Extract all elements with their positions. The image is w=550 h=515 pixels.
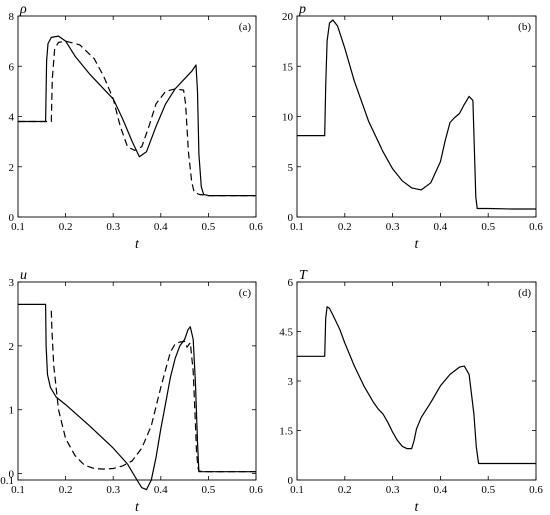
x-tick-label: 0.6: [249, 221, 263, 233]
x-tick-label: 0.6: [249, 484, 263, 496]
y-axis-label: ρ: [19, 2, 27, 17]
panel-label: (a): [239, 21, 252, 33]
y-tick-label: 20: [282, 11, 294, 23]
series-line-dashed: [50, 310, 256, 473]
panel-b-pressure: 0.1 0.2 0.3 0.4 0.5 0.6 0 5 10 15 20 t p (b): [282, 2, 543, 252]
x-tick-label: 0.5: [481, 484, 495, 496]
plot-frame: [17, 281, 257, 481]
x-tick-label: 0.1: [11, 484, 25, 496]
x-axis-label: t: [135, 500, 140, 515]
x-tick-label: 0.4: [434, 484, 448, 496]
series-line-solid: [18, 303, 256, 491]
y-tick-label: 6: [288, 277, 294, 289]
x-tick-label: 0.4: [154, 221, 168, 233]
series-line-dashed: [18, 40, 256, 197]
panel-label: (b): [518, 21, 531, 33]
y-tick-label: 0: [288, 212, 294, 224]
y-tick-label: 6: [9, 61, 15, 73]
y-tick-label: 2: [9, 341, 15, 353]
y-tick-label: 15: [282, 61, 294, 73]
x-tick-label: 0.2: [338, 221, 352, 233]
y-tick-label: 4: [9, 112, 15, 124]
x-tick-label: 0.3: [106, 221, 120, 233]
y-tick-label: 0: [9, 469, 15, 481]
y-tick-label: 1: [9, 405, 15, 417]
y-axis-label: p: [298, 2, 306, 17]
y-tick-label: 0: [9, 212, 15, 224]
x-axis-label: t: [135, 237, 140, 252]
x-tick-label: 0.5: [202, 484, 216, 496]
panel-d-temperature: 0.1 0.2 0.3 0.4 0.5 0.6 0 1.5 3 4.5 6 t T (d): [279, 268, 543, 515]
y-tick-label: 2: [9, 162, 15, 174]
x-tick-label: 0.5: [481, 221, 495, 233]
x-tick-label: 0.2: [59, 221, 73, 233]
x-tick-label: 0.6: [529, 484, 543, 496]
panel-label: (d): [518, 287, 531, 299]
y-tick-label: 3: [288, 376, 294, 388]
y-tick-label: 0: [288, 475, 294, 487]
y-axis-label: u: [20, 268, 27, 283]
panel-a-density: 0.1 0.2 0.3 0.4 0.5 0.6 0 2 4 6 8 t ρ (a): [9, 2, 264, 252]
panel-label: (c): [239, 287, 252, 299]
y-tick-label: 10: [282, 112, 294, 124]
x-axis-label: t: [415, 500, 420, 515]
x-tick-label: 0.5: [202, 221, 216, 233]
x-tick-label: 0.2: [338, 484, 352, 496]
y-tick-label: -0.1: [0, 475, 14, 487]
plot-frame: [296, 15, 537, 218]
plot-frame: [17, 15, 257, 218]
x-tick-label: 0.4: [154, 484, 168, 496]
x-tick-label: 0.2: [59, 484, 73, 496]
y-axis-label: T: [299, 268, 308, 283]
y-tick-label: 1.5: [279, 426, 293, 438]
series-line-solid: [297, 306, 536, 465]
panel-c-velocity: 0.1 0.2 0.3 0.4 0.5 0.6 -0.10 1 2 3 t u (c): [0, 268, 263, 515]
y-tick-label: 3: [9, 277, 15, 289]
x-tick-label: 0.1: [11, 221, 25, 233]
x-tick-label: 0.1: [290, 221, 304, 233]
y-tick-label: 8: [9, 11, 15, 23]
x-tick-label: 0.3: [386, 484, 400, 496]
plot-frame: [296, 281, 537, 481]
x-tick-label: 0.4: [434, 221, 448, 233]
x-axis-label: t: [415, 237, 420, 252]
x-tick-label: 0.3: [386, 221, 400, 233]
x-tick-label: 0.6: [529, 221, 543, 233]
x-tick-label: 0.3: [106, 484, 120, 496]
series-line-solid: [18, 35, 256, 197]
series-line-solid: [297, 19, 536, 210]
x-tick-label: 0.1: [290, 484, 304, 496]
y-tick-label: 4.5: [279, 327, 293, 339]
y-tick-label: 5: [288, 162, 294, 174]
